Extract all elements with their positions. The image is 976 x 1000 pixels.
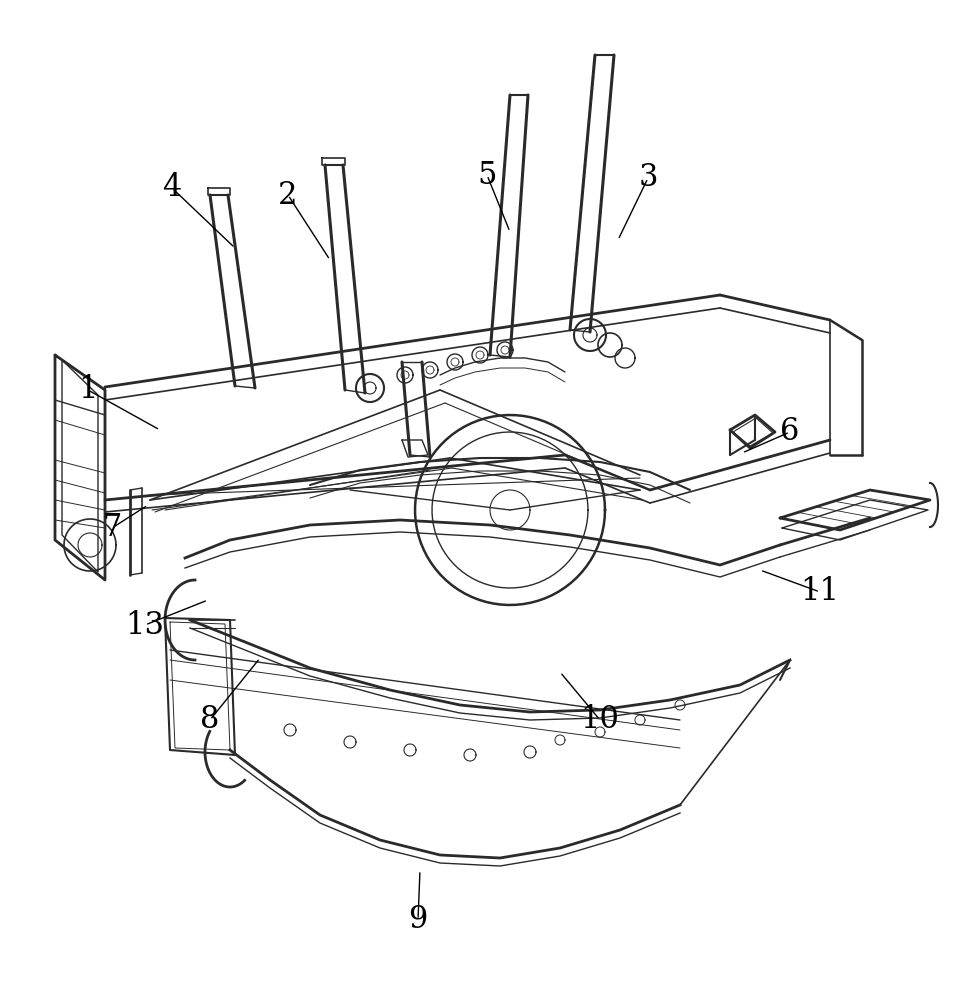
Text: 2: 2 — [278, 180, 298, 211]
Text: 13: 13 — [126, 609, 165, 641]
Text: 10: 10 — [581, 704, 620, 736]
Text: 1: 1 — [78, 374, 98, 406]
Text: 8: 8 — [200, 704, 220, 736]
Text: 6: 6 — [781, 416, 799, 448]
Text: 5: 5 — [477, 159, 497, 190]
Text: 7: 7 — [102, 512, 122, 544]
Text: 3: 3 — [638, 162, 658, 194]
Text: 11: 11 — [800, 576, 839, 607]
Text: 9: 9 — [408, 904, 427, 936]
Text: 4: 4 — [162, 172, 182, 204]
